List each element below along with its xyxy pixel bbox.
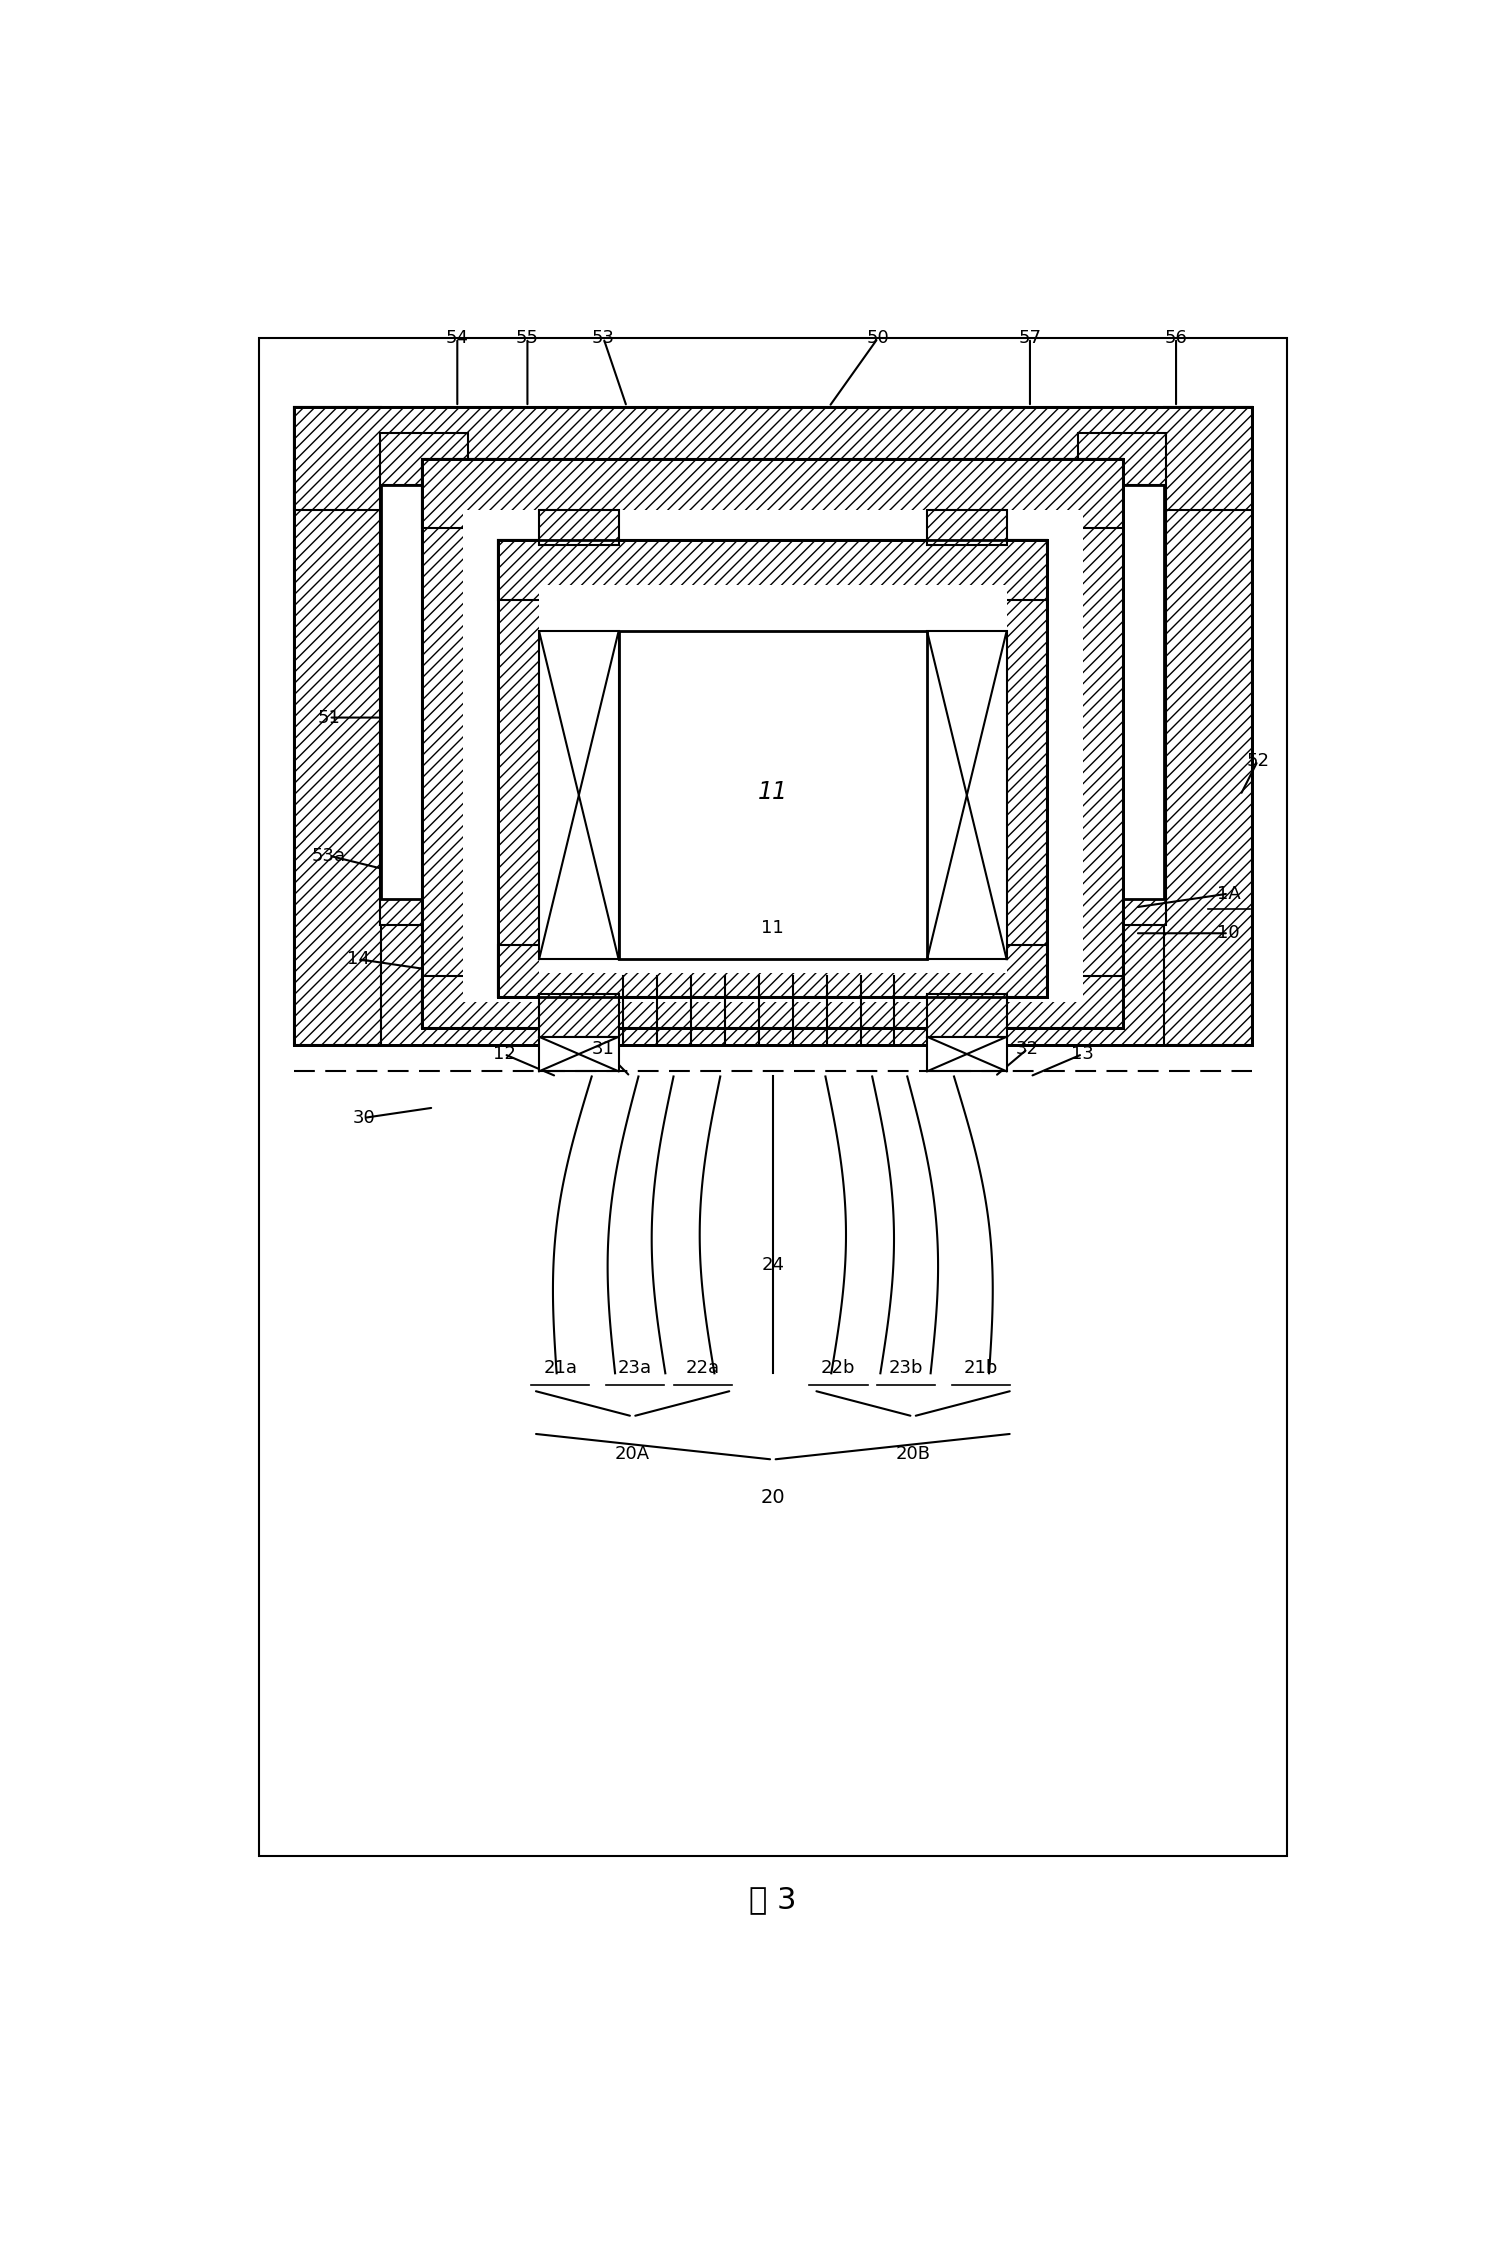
Text: 30: 30	[353, 1109, 375, 1127]
Text: 31: 31	[593, 1040, 615, 1058]
Text: 55: 55	[516, 329, 538, 347]
Text: 22a: 22a	[686, 1358, 719, 1378]
Bar	[498, 946, 1048, 997]
Bar	[463, 520, 1083, 1002]
Text: 24: 24	[762, 1255, 784, 1273]
Bar	[422, 459, 1123, 1029]
Bar	[1030, 484, 1164, 899]
Text: 22b: 22b	[820, 1358, 855, 1378]
Text: 14: 14	[347, 950, 369, 968]
Bar	[927, 993, 1007, 1038]
Bar	[1078, 433, 1166, 926]
Bar	[1164, 408, 1252, 1044]
Text: 11: 11	[762, 919, 784, 937]
Bar	[422, 977, 1123, 1029]
Bar	[1048, 459, 1123, 1029]
Bar	[422, 459, 1123, 1029]
Text: 54: 54	[446, 329, 469, 347]
Bar	[540, 1038, 618, 1071]
Bar	[422, 459, 498, 1029]
Bar	[927, 1038, 1007, 1071]
Text: 1A: 1A	[1217, 885, 1241, 903]
Text: 53a: 53a	[312, 847, 345, 865]
Bar	[927, 632, 1007, 959]
Text: 21a: 21a	[543, 1358, 578, 1378]
Bar	[498, 540, 562, 997]
Text: 图 3: 图 3	[749, 1885, 796, 1914]
Bar	[540, 993, 618, 1038]
Bar	[259, 338, 1286, 1856]
Text: 23a: 23a	[618, 1358, 651, 1378]
Text: 23b: 23b	[888, 1358, 923, 1378]
Bar	[294, 408, 382, 1044]
Bar	[618, 632, 927, 959]
Text: 50: 50	[867, 329, 890, 347]
Bar	[463, 511, 1083, 1002]
Bar	[498, 540, 1048, 997]
Bar	[498, 540, 1048, 997]
Text: 56: 56	[1164, 329, 1187, 347]
Bar	[294, 408, 1252, 1044]
Text: 57: 57	[1018, 329, 1042, 347]
Bar	[294, 408, 1252, 511]
Bar	[369, 433, 1176, 926]
Text: 32: 32	[1016, 1040, 1039, 1058]
Bar	[540, 511, 618, 545]
Bar	[422, 459, 1123, 529]
Bar	[1030, 484, 1164, 899]
Bar	[927, 511, 1007, 545]
Bar	[422, 459, 1123, 1029]
Text: 12: 12	[493, 1044, 516, 1062]
Text: 20A: 20A	[615, 1445, 650, 1463]
Text: 10: 10	[1217, 923, 1240, 941]
Text: 20: 20	[760, 1488, 786, 1506]
Text: 51: 51	[317, 708, 341, 726]
Bar	[540, 585, 1006, 973]
Bar	[540, 632, 618, 959]
Bar	[498, 540, 1048, 601]
Bar	[294, 408, 1252, 1044]
Text: 21b: 21b	[964, 1358, 998, 1378]
Bar	[380, 433, 467, 926]
Bar	[382, 484, 516, 899]
Bar	[294, 408, 1252, 1044]
Bar	[382, 484, 516, 899]
Text: 20B: 20B	[896, 1445, 930, 1463]
Text: 13: 13	[1071, 1044, 1093, 1062]
Text: 52: 52	[1246, 751, 1270, 769]
Bar	[498, 540, 1048, 997]
Text: 53: 53	[591, 329, 615, 347]
Bar	[983, 540, 1048, 997]
Bar	[540, 594, 1006, 973]
Text: 11: 11	[759, 780, 787, 805]
